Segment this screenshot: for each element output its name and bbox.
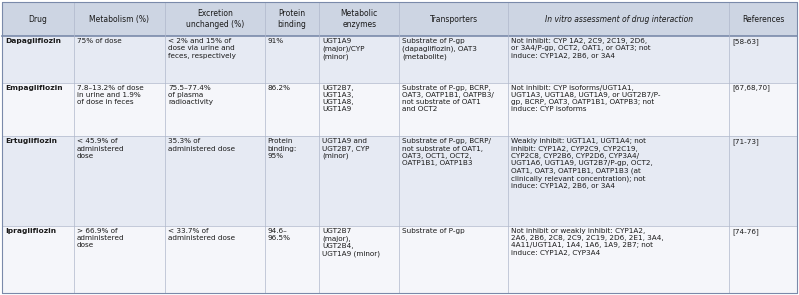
Bar xyxy=(264,226,320,293)
Text: Transporters: Transporters xyxy=(430,14,478,24)
Text: < 45.9% of
administered
dose: < 45.9% of administered dose xyxy=(77,138,125,159)
Bar xyxy=(320,136,399,226)
Text: References: References xyxy=(742,14,785,24)
Bar xyxy=(264,136,320,226)
Bar xyxy=(2,36,74,83)
Text: Not inhibit or weakly inhibit: CYP1A2,
2A6, 2B6, 2C8, 2C9, 2C19, 2D6, 2E1, 3A4,
: Not inhibit or weakly inhibit: CYP1A2, 2… xyxy=(511,228,664,255)
Bar xyxy=(74,83,165,136)
Bar xyxy=(508,83,729,136)
Bar xyxy=(2,2,74,36)
Bar xyxy=(729,36,797,83)
Bar xyxy=(508,226,729,293)
Text: Not inhibit: CYP isoforms/UGT1A1,
UGT1A3, UGT1A8, UGT1A9, or UGT2B7/P-
gp, BCRP,: Not inhibit: CYP isoforms/UGT1A1, UGT1A3… xyxy=(511,85,661,112)
Bar xyxy=(165,136,264,226)
Text: 35.3% of
administered dose: 35.3% of administered dose xyxy=(168,138,235,152)
Text: 94.6–
96.5%: 94.6– 96.5% xyxy=(268,228,291,241)
Text: [67,68,70]: [67,68,70] xyxy=(733,85,770,91)
Bar xyxy=(320,83,399,136)
Text: [74-76]: [74-76] xyxy=(733,228,759,235)
Text: < 33.7% of
administered dose: < 33.7% of administered dose xyxy=(168,228,235,241)
Text: 75% of dose: 75% of dose xyxy=(77,38,121,44)
Bar xyxy=(508,2,729,36)
Bar xyxy=(729,136,797,226)
Text: Empagliflozin: Empagliflozin xyxy=(5,85,62,91)
Text: Not inhibit: CYP 1A2, 2C9, 2C19, 2D6,
or 3A4/P-gp, OCT2, OAT1, or OAT3; not
indu: Not inhibit: CYP 1A2, 2C9, 2C19, 2D6, or… xyxy=(511,38,651,58)
Text: Metabolic
enzymes: Metabolic enzymes xyxy=(340,9,378,29)
Bar xyxy=(74,226,165,293)
Text: UGT1A9 and
UGT2B7, CYP
(minor): UGT1A9 and UGT2B7, CYP (minor) xyxy=(323,138,370,159)
Bar xyxy=(508,136,729,226)
Text: UGT2B7
(major),
UGT2B4,
UGT1A9 (minor): UGT2B7 (major), UGT2B4, UGT1A9 (minor) xyxy=(323,228,380,257)
Text: Drug: Drug xyxy=(29,14,47,24)
Text: UGT1A9
(major)/CYP
(minor): UGT1A9 (major)/CYP (minor) xyxy=(323,38,365,60)
Bar xyxy=(320,2,399,36)
Bar xyxy=(264,2,320,36)
Bar xyxy=(729,2,797,36)
Bar xyxy=(165,226,264,293)
Bar xyxy=(320,36,399,83)
Bar xyxy=(729,83,797,136)
Bar xyxy=(2,136,74,226)
Text: < 2% and 15% of
dose via urine and
feces, respectively: < 2% and 15% of dose via urine and feces… xyxy=(168,38,236,58)
Bar xyxy=(74,36,165,83)
Text: Substrate of P-gp: Substrate of P-gp xyxy=(402,228,465,234)
Bar xyxy=(508,36,729,83)
Text: Ipragliflozin: Ipragliflozin xyxy=(5,228,56,234)
Bar xyxy=(264,83,320,136)
Bar xyxy=(264,36,320,83)
Bar xyxy=(165,83,264,136)
Bar xyxy=(729,226,797,293)
Bar xyxy=(2,226,74,293)
Bar xyxy=(74,136,165,226)
Bar xyxy=(399,83,508,136)
Text: 7.8–13.2% of dose
in urine and 1.9%
of dose in feces: 7.8–13.2% of dose in urine and 1.9% of d… xyxy=(77,85,143,105)
Text: Substrate of P-gp, BCRP,
OAT3, OATP1B1, OATPB3/
not substrate of OAT1
and OCT2: Substrate of P-gp, BCRP, OAT3, OATP1B1, … xyxy=(402,85,494,112)
Bar xyxy=(2,83,74,136)
Bar xyxy=(165,2,264,36)
Text: [58-63]: [58-63] xyxy=(733,38,759,45)
Bar xyxy=(399,2,508,36)
Text: Substrate of P-gp
(dapagliflozin), OAT3
(metabolite): Substrate of P-gp (dapagliflozin), OAT3 … xyxy=(402,38,477,60)
Text: Excretion
unchanged (%): Excretion unchanged (%) xyxy=(186,9,244,29)
Text: In vitro assessment of drug interaction: In vitro assessment of drug interaction xyxy=(545,14,693,24)
Text: [71-73]: [71-73] xyxy=(733,138,759,145)
Bar xyxy=(74,2,165,36)
Text: UGT2B7,
UGT1A3,
UGT1A8,
UGT1A9: UGT2B7, UGT1A3, UGT1A8, UGT1A9 xyxy=(323,85,354,112)
Text: Weakly inhibit: UGT1A1, UGT1A4; not
inhibit: CYP1A2, CYP2C9, CYP2C19,
CYP2C8, CY: Weakly inhibit: UGT1A1, UGT1A4; not inhi… xyxy=(511,138,654,189)
Bar xyxy=(399,136,508,226)
Text: 86.2%: 86.2% xyxy=(268,85,291,91)
Text: Substrate of P-gp, BCRP/
not substrate of OAT1,
OAT3, OCT1, OCT2,
OATP1B1, OATP1: Substrate of P-gp, BCRP/ not substrate o… xyxy=(402,138,491,166)
Text: Dapagliflozin: Dapagliflozin xyxy=(5,38,61,44)
Text: 91%: 91% xyxy=(268,38,284,44)
Bar xyxy=(165,36,264,83)
Text: Protein
binding: Protein binding xyxy=(277,9,307,29)
Bar xyxy=(399,226,508,293)
Text: Metabolism (%): Metabolism (%) xyxy=(89,14,149,24)
Text: 75.5–77.4%
of plasma
radioactivity: 75.5–77.4% of plasma radioactivity xyxy=(168,85,213,105)
Bar xyxy=(320,226,399,293)
Text: Ertugliflozin: Ertugliflozin xyxy=(5,138,57,144)
Bar xyxy=(399,36,508,83)
Text: > 66.9% of
administered
dose: > 66.9% of administered dose xyxy=(77,228,125,248)
Text: Protein
binding:
95%: Protein binding: 95% xyxy=(268,138,297,159)
